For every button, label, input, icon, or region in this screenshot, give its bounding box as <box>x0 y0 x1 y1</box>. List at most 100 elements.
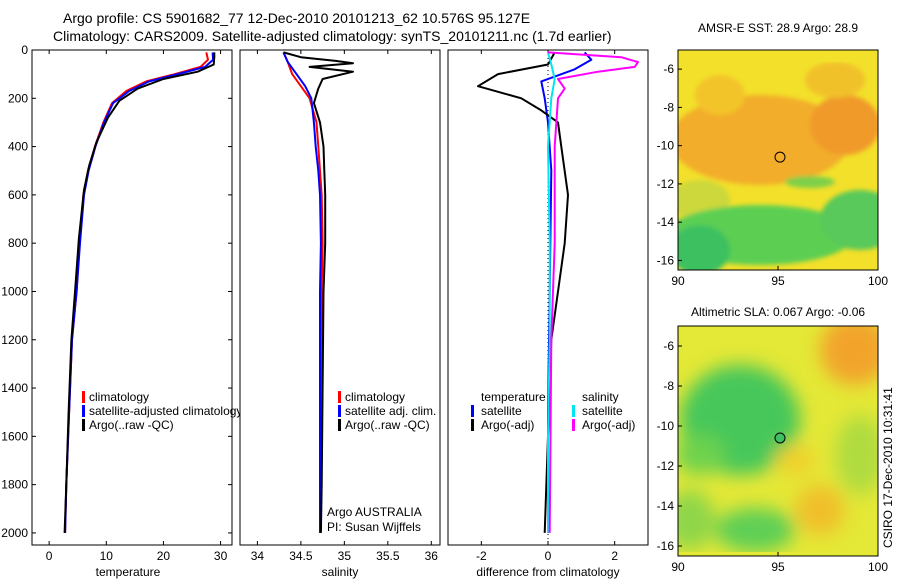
depth-tick-label: 400 <box>8 140 28 154</box>
map-y-tick-label: -16 <box>657 253 675 267</box>
difference-x-axis: -2 0 2 <box>476 50 618 563</box>
series-line-climatology <box>282 51 324 533</box>
map-x-tick-label: 90 <box>671 274 685 288</box>
x-tick-label: -2 <box>476 549 487 563</box>
series-line-argo-raw-qc <box>283 51 354 533</box>
x-tick-label: 2 <box>611 549 618 563</box>
sla-map-axes: 90 95 100 -6 -8 -10 -12 -14 -16 <box>657 339 889 574</box>
salinity-panel: 34 34.5 35 35.5 36 salinity climatology sate… <box>239 49 441 579</box>
salinity-axes-box <box>239 49 441 546</box>
depth-tick-label: 1800 <box>1 478 28 492</box>
map-y-tick-label: -16 <box>657 539 675 553</box>
legend-label: climatology <box>345 390 405 404</box>
difference-series <box>477 51 639 533</box>
sla-map: Altimetric SLA: 0.067 Argo: -0.06 90 95 10… <box>657 305 889 574</box>
series-line-argo-raw-qc <box>63 52 216 533</box>
depth-tick-label: 200 <box>8 91 28 105</box>
csiro-footer: CSIRO 17-Dec-2010 10:31:41 <box>881 387 895 548</box>
legend-label: satellite adj. clim. <box>345 404 436 418</box>
temperature-x-axis: 0 10 20 30 <box>46 50 228 563</box>
sla-patches <box>678 326 878 552</box>
legend-label: Argo(..raw -QC) <box>89 418 174 432</box>
x-tick-label: 0 <box>46 549 53 563</box>
legend-label: Argo(-adj) <box>582 418 635 432</box>
difference-legend: temperature satellite Argo(-adj) salinit… <box>471 390 635 432</box>
legend-swatch-salinity-satellite <box>572 405 575 417</box>
title-line-1: Argo profile: CS 5901682_77 12-Dec-2010 … <box>63 10 530 26</box>
legend-label: satellite <box>481 404 522 418</box>
legend-swatch-salinity-argo <box>572 419 575 431</box>
depth-tick-label: 800 <box>8 236 28 250</box>
sst-map: AMSR-E SST: 28.9 Argo: 28.9 90 95 100 -6 -8 -… <box>657 21 889 288</box>
map-y-tick-label: -12 <box>657 177 675 191</box>
series-line-salinity-satellite <box>547 52 556 533</box>
legend-label: Argo(-adj) <box>481 418 534 432</box>
legend-title-salinity: salinity <box>582 390 619 404</box>
map-y-tick-label: -8 <box>663 379 674 393</box>
salinity-legend: climatology satellite adj. clim. Argo(..… <box>338 390 436 432</box>
temperature-axis-label: temperature <box>96 565 161 579</box>
float-position-marker <box>774 151 786 163</box>
title-line-2: Climatology: CARS2009. Satellite-adjuste… <box>53 28 611 44</box>
legend-label: satellite <box>582 404 623 418</box>
legend-swatch-climatology <box>82 391 85 403</box>
x-tick-label: 36 <box>425 549 439 563</box>
legend-swatch-argo <box>82 419 85 431</box>
sst-patches <box>678 62 878 270</box>
temperature-axes-box <box>31 49 233 546</box>
sst-field <box>678 50 878 270</box>
x-tick-label: 30 <box>214 549 228 563</box>
map-y-tick-label: -6 <box>663 339 674 353</box>
depth-tick-label: 1600 <box>1 429 28 443</box>
map-y-tick-label: -8 <box>663 100 674 114</box>
legend-swatch-satellite-adjusted <box>82 405 85 417</box>
map-y-tick-label: -10 <box>657 419 675 433</box>
salinity-x-axis: 34 34.5 35 35.5 36 <box>251 50 439 563</box>
x-tick-label: 34 <box>251 549 265 563</box>
x-tick-label: 20 <box>157 549 171 563</box>
depth-tick-label: 1200 <box>1 333 28 347</box>
map-y-tick-label: -6 <box>663 62 674 76</box>
x-tick-label: 34.5 <box>289 549 313 563</box>
series-line-salinity-argo-adj <box>547 51 639 533</box>
depth-tick-label: 1400 <box>1 381 28 395</box>
depth-tick-label: 2000 <box>1 526 28 540</box>
map-x-tick-label: 100 <box>868 274 888 288</box>
salinity-axis-label: salinity <box>322 565 359 579</box>
map-x-tick-label: 95 <box>771 560 785 574</box>
map-y-tick-label: -14 <box>657 215 675 229</box>
legend-swatch-satellite-adj <box>338 405 341 417</box>
map-x-tick-label: 95 <box>771 274 785 288</box>
difference-panel: -2 0 2 difference from climatology tempera… <box>447 49 649 579</box>
series-line-satellite-adj-clim <box>282 51 322 533</box>
legend-title-temperature: temperature <box>481 390 546 404</box>
legend-swatch-temperature-satellite <box>471 405 474 417</box>
temperature-legend: climatology satellite-adjusted climatolo… <box>82 390 242 432</box>
depth-tick-label: 600 <box>8 188 28 202</box>
temperature-series <box>63 52 216 533</box>
depth-tick-label: 0 <box>21 43 28 57</box>
legend-swatch-temperature-argo <box>471 419 474 431</box>
float-position-marker <box>774 432 786 444</box>
depth-tick-label: 1000 <box>1 284 28 298</box>
x-tick-label: 35 <box>338 549 352 563</box>
map-y-tick-label: -10 <box>657 139 675 153</box>
map-x-tick-label: 90 <box>671 560 685 574</box>
x-tick-label: 35.5 <box>376 549 400 563</box>
x-tick-label: 10 <box>100 549 114 563</box>
map-y-tick-label: -14 <box>657 499 675 513</box>
x-tick-label: 0 <box>545 549 552 563</box>
legend-swatch-argo <box>338 419 341 431</box>
sst-map-title: AMSR-E SST: 28.9 Argo: 28.9 <box>698 21 858 35</box>
sla-map-title: Altimetric SLA: 0.067 Argo: -0.06 <box>691 305 865 319</box>
legend-label: climatology <box>89 390 149 404</box>
argo-annotation: Argo AUSTRALIA <box>327 505 422 519</box>
salinity-series <box>282 51 354 533</box>
pi-annotation: PI: Susan Wijffels <box>327 520 421 534</box>
map-y-tick-label: -12 <box>657 459 675 473</box>
legend-label: satellite-adjusted climatology <box>89 404 242 418</box>
sst-map-axes: 90 95 100 -6 -8 -10 -12 -14 -16 <box>657 62 889 288</box>
map-x-tick-label: 100 <box>868 560 888 574</box>
legend-label: Argo(..raw -QC) <box>345 418 430 432</box>
